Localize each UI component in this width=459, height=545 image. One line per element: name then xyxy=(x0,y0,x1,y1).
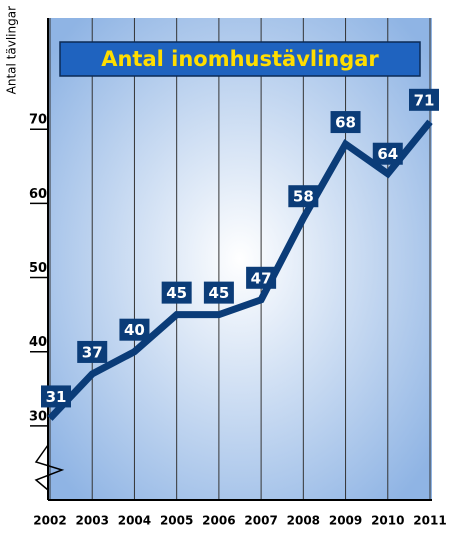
data-label-box xyxy=(330,111,361,134)
x-tick-label: 2004 xyxy=(118,514,151,528)
data-label-box xyxy=(161,281,192,304)
x-tick-label: 2005 xyxy=(160,514,193,528)
data-label-box xyxy=(203,281,234,304)
x-tick-label: 2003 xyxy=(76,514,109,528)
data-label: 31 xyxy=(46,388,67,406)
x-tick-label: 2007 xyxy=(244,514,277,528)
data-label-box xyxy=(372,142,403,165)
y-tick-label: 70 xyxy=(29,113,47,128)
data-label: 45 xyxy=(166,284,187,302)
axis-break xyxy=(34,444,65,491)
x-tick-label: 2006 xyxy=(202,514,235,528)
data-label-box xyxy=(119,318,150,341)
data-label: 45 xyxy=(208,284,229,302)
x-tick-label: 2011 xyxy=(413,514,446,528)
y-axis-label: Antal tävlingar xyxy=(5,6,19,94)
x-tick-label: 2009 xyxy=(329,514,362,528)
data-label-box xyxy=(246,266,277,289)
data-label: 71 xyxy=(414,91,435,109)
y-tick-label: 60 xyxy=(29,187,47,202)
data-label: 47 xyxy=(251,269,272,287)
chart-title: Antal inomhustävlingar xyxy=(101,47,379,71)
y-tick-label: 30 xyxy=(29,409,47,424)
title-box xyxy=(59,41,421,77)
data-label: 68 xyxy=(335,114,356,132)
data-label-box xyxy=(77,340,108,363)
x-tick-label: 2010 xyxy=(371,514,404,528)
x-tick-label: 2008 xyxy=(287,514,320,528)
data-label-box xyxy=(409,88,439,111)
data-line xyxy=(47,119,433,421)
data-label: 40 xyxy=(124,321,145,339)
y-tick-label: 40 xyxy=(29,335,47,350)
x-tick-label: 2002 xyxy=(33,514,66,528)
plot-background xyxy=(48,18,432,500)
data-label-box xyxy=(288,185,319,208)
data-label: 58 xyxy=(293,188,314,206)
data-label-box xyxy=(41,385,71,408)
y-tick-label: 50 xyxy=(29,261,47,276)
data-label: 64 xyxy=(377,145,398,163)
data-label: 37 xyxy=(82,343,103,361)
